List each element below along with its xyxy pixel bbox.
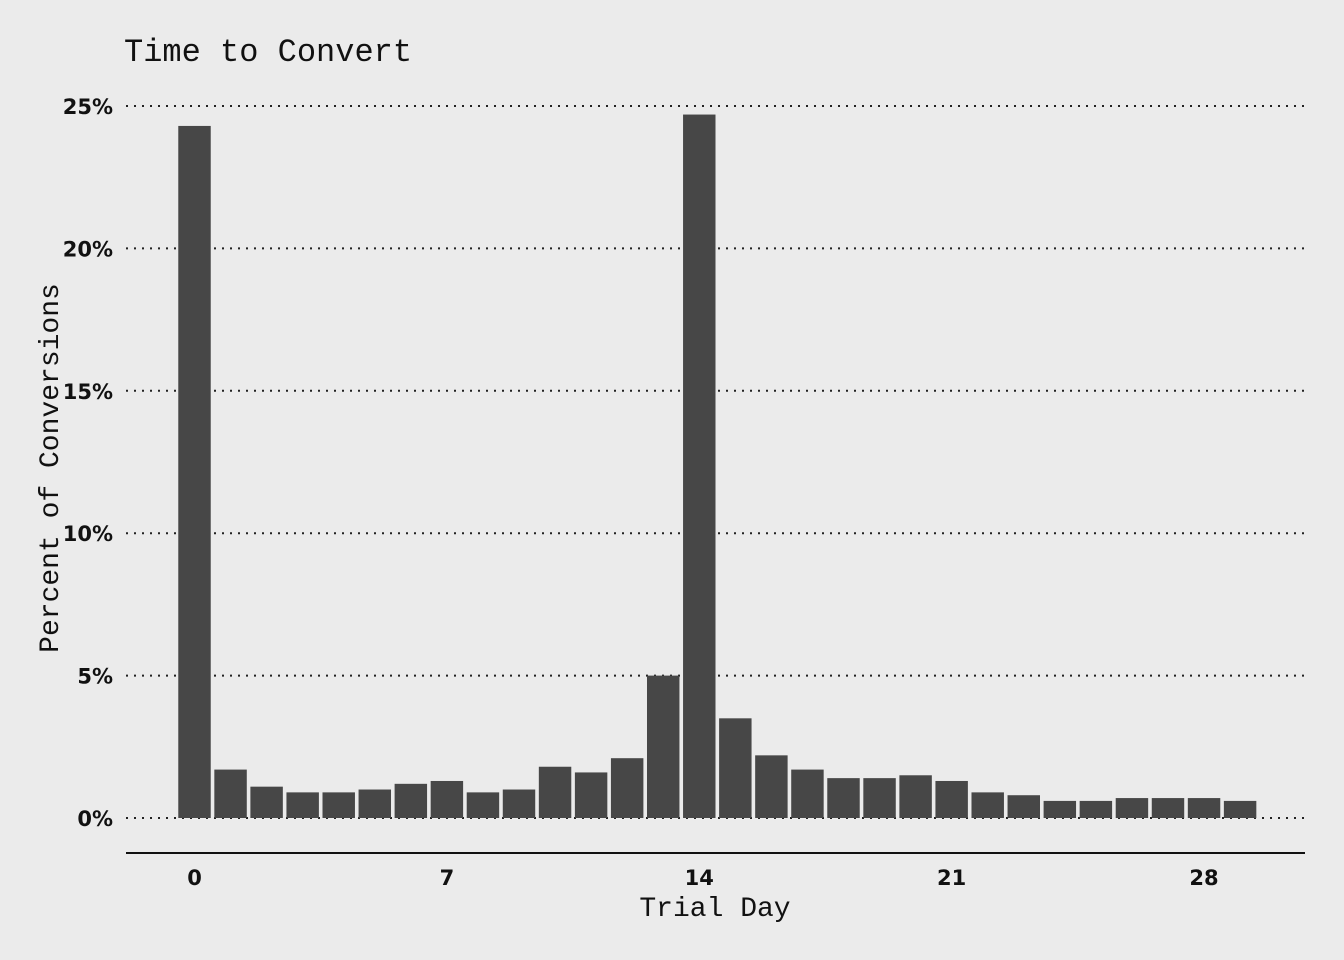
bar-day-17 <box>791 769 824 818</box>
bar-day-16 <box>755 755 788 818</box>
bar-day-2 <box>250 786 283 818</box>
bar-day-18 <box>827 778 860 818</box>
y-tick-label: 25% <box>63 95 113 119</box>
y-axis-title: Percent of Conversions <box>36 283 67 653</box>
x-axis-tick-labels: 0 7 14 21 28 <box>187 866 1218 890</box>
bar-day-26 <box>1115 798 1149 818</box>
bar-day-20 <box>899 775 932 818</box>
bar-day-29 <box>1223 800 1257 818</box>
bar-day-13 <box>646 675 680 818</box>
bar-day-7 <box>430 780 464 818</box>
bar-day-3 <box>286 792 319 818</box>
bar-day-11 <box>574 772 608 818</box>
bar-day-25 <box>1079 800 1113 818</box>
bar-day-23 <box>1007 795 1040 818</box>
y-tick-label: 15% <box>63 380 113 404</box>
bar-day-12 <box>610 758 644 818</box>
bar-day-24 <box>1043 800 1077 818</box>
x-tick-label: 21 <box>937 866 966 890</box>
bar-day-14 <box>683 114 716 818</box>
bar-day-1 <box>214 769 247 818</box>
bar-day-9 <box>502 789 536 818</box>
bar-day-27 <box>1151 798 1185 818</box>
bar-day-28 <box>1187 798 1221 818</box>
bar-day-0 <box>178 125 211 819</box>
x-tick-label: 0 <box>187 866 202 890</box>
bar-day-4 <box>322 792 355 818</box>
bar-day-8 <box>466 792 500 818</box>
y-tick-label: 5% <box>77 665 113 689</box>
bar-day-5 <box>358 789 392 818</box>
y-axis-tick-labels: 0% 5% 10% 15% 20% 25% <box>63 95 113 831</box>
bars <box>178 114 1257 819</box>
y-tick-label: 10% <box>63 522 113 546</box>
x-tick-label: 7 <box>440 866 455 890</box>
bar-day-15 <box>719 718 752 818</box>
y-tick-label: 0% <box>77 807 113 831</box>
x-axis-title: Trial Day <box>639 894 790 925</box>
bar-day-21 <box>935 780 968 818</box>
chart-title: Time to Convert <box>124 34 412 71</box>
bar-day-22 <box>971 792 1004 818</box>
bar-day-19 <box>863 778 896 818</box>
y-tick-label: 20% <box>63 237 113 261</box>
bar-day-6 <box>394 783 428 818</box>
x-tick-label: 14 <box>685 866 714 890</box>
bar-day-10 <box>538 766 572 818</box>
x-tick-label: 28 <box>1189 866 1218 890</box>
